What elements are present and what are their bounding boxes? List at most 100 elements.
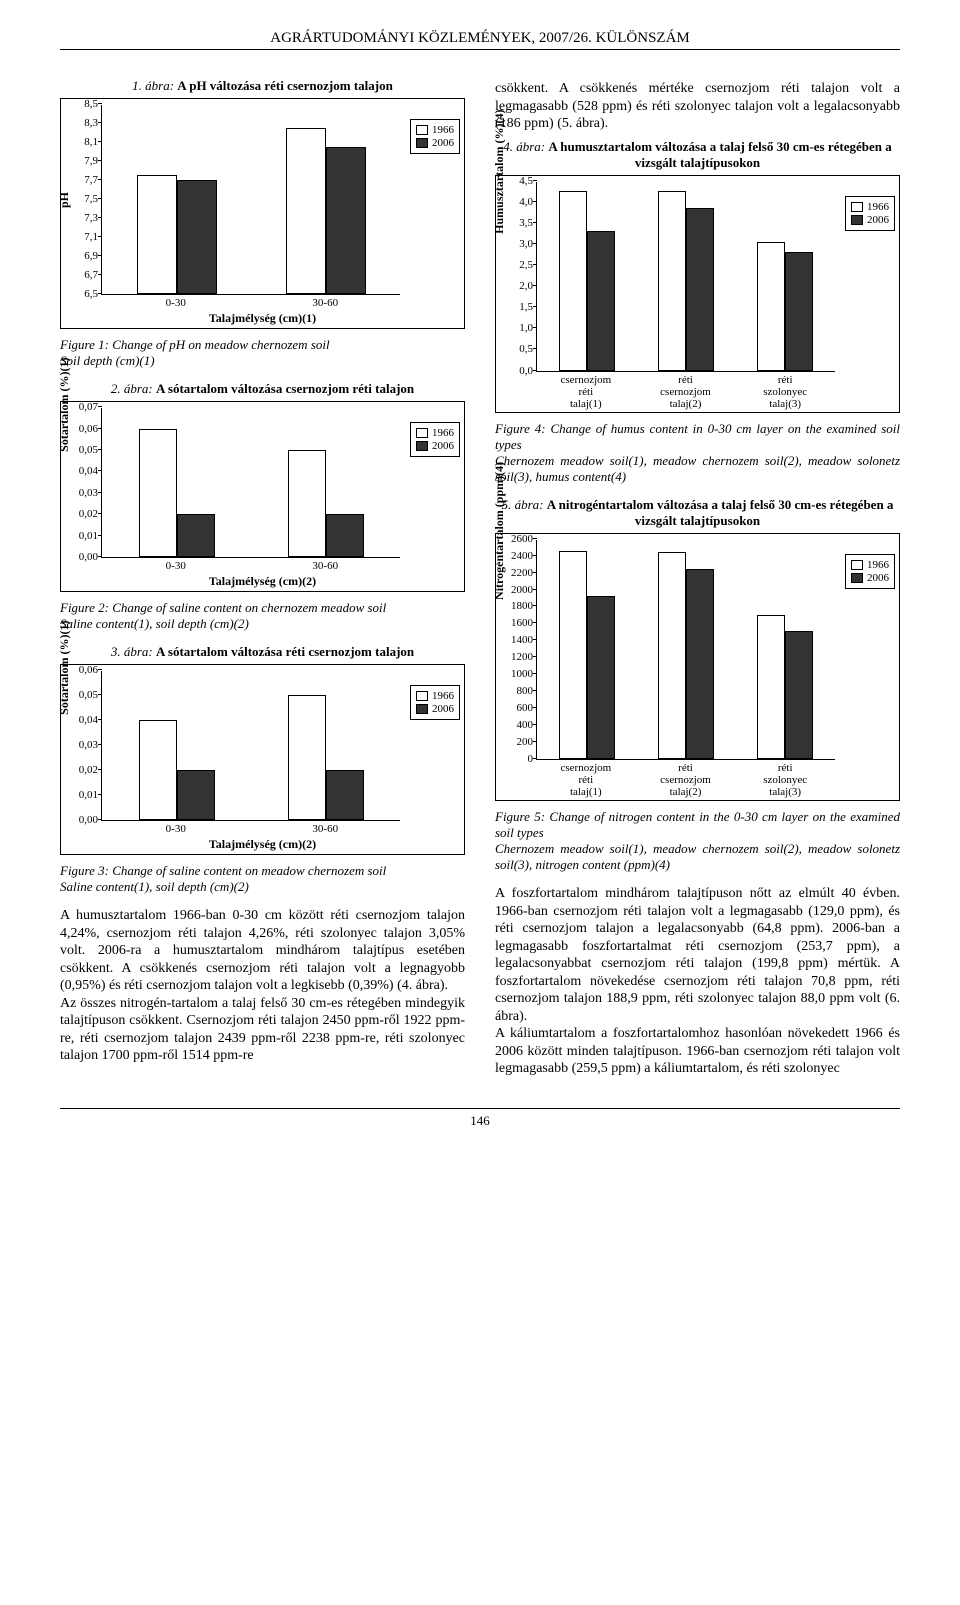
y-tick: 6,5 — [66, 288, 98, 300]
y-tick: 1800 — [501, 600, 533, 612]
y-tick: 1200 — [501, 651, 533, 663]
y-tick: 6,7 — [66, 269, 98, 281]
right-body-top: csökkent. A csökkenés mértéke csernozjom… — [495, 80, 900, 133]
bar-group — [139, 429, 215, 558]
bar-group — [658, 191, 714, 370]
y-tick: 6,9 — [66, 250, 98, 262]
chart5-title: 5. ábra: A nitrogéntartalom változása a … — [495, 497, 900, 529]
y-tick: 1,0 — [501, 322, 533, 334]
bar-2006 — [785, 631, 813, 759]
chart3-title: 3. ábra: A sótartalom változása réti cse… — [60, 644, 465, 660]
y-tick: 0,5 — [501, 343, 533, 355]
y-axis-label: Sótartalom (%)(1) — [57, 620, 72, 714]
y-tick: 0,03 — [66, 739, 98, 751]
x-category-label: csernozjomrétitalaj(1) — [536, 760, 636, 798]
chart2-caption: Figure 2: Change of saline content on ch… — [60, 600, 465, 632]
right-body-bottom: A foszfortartalom mindhárom talajtípuson… — [495, 885, 900, 1078]
chart4-title: 4. ábra: A humusztartalom változása a ta… — [495, 139, 900, 171]
x-axis-label: Talajmélység (cm)(1) — [65, 311, 460, 326]
bar-1966 — [288, 695, 326, 820]
bar-2006 — [177, 514, 215, 557]
legend-item-2006: 2006 — [851, 572, 889, 584]
legend-item-2006: 2006 — [416, 440, 454, 452]
legend-label: 1966 — [432, 427, 454, 439]
bar-1966 — [658, 191, 686, 370]
bar-2006 — [686, 208, 714, 371]
bar-2006 — [587, 596, 615, 759]
chart1-caption: Figure 1: Change of pH on meadow chernoz… — [60, 337, 465, 369]
y-tick: 2,5 — [501, 259, 533, 271]
bar-group — [559, 551, 615, 758]
bar-1966 — [559, 551, 587, 758]
legend-item-1966: 1966 — [851, 559, 889, 571]
legend-item-2006: 2006 — [416, 703, 454, 715]
x-category-label: 0-30 — [101, 295, 251, 309]
y-tick: 7,3 — [66, 212, 98, 224]
bar-group — [288, 450, 364, 557]
bar-group — [139, 720, 215, 820]
y-tick: 7,1 — [66, 231, 98, 243]
y-tick: 800 — [501, 685, 533, 697]
x-axis-label: Talajmélység (cm)(2) — [65, 574, 460, 589]
y-tick: 0,00 — [66, 551, 98, 563]
bar-group — [286, 128, 366, 294]
bar-group — [757, 242, 813, 371]
y-tick: 8,5 — [66, 98, 98, 110]
legend-label: 1966 — [432, 690, 454, 702]
chart5-caption: Figure 5: Change of nitrogen content in … — [495, 809, 900, 873]
bar-1966 — [757, 242, 785, 371]
x-category-label: 30-60 — [251, 821, 401, 835]
y-tick: 0,02 — [66, 764, 98, 776]
chart-legend: 1966 2006 — [410, 422, 460, 457]
chart4-caption: Figure 4: Change of humus content in 0-3… — [495, 421, 900, 485]
y-tick: 200 — [501, 736, 533, 748]
bar-2006 — [177, 180, 217, 294]
y-tick: 0 — [501, 753, 533, 765]
chart3-caption: Figure 3: Change of saline content on me… — [60, 863, 465, 895]
bar-1966 — [658, 552, 686, 758]
y-tick: 1000 — [501, 668, 533, 680]
legend-item-2006: 2006 — [416, 137, 454, 149]
y-axis-label: Humusztartalom (%)(4) — [492, 109, 507, 233]
y-tick: 7,7 — [66, 174, 98, 186]
y-tick: 0,01 — [66, 530, 98, 542]
legend-item-1966: 1966 — [416, 427, 454, 439]
bar-1966 — [559, 191, 587, 371]
bar-1966 — [288, 450, 326, 557]
left-column: 1. ábra: A pH változása réti csernozjom … — [60, 74, 465, 1084]
legend-label: 2006 — [432, 703, 454, 715]
bar-2006 — [785, 252, 813, 370]
legend-item-1966: 1966 — [416, 690, 454, 702]
x-category-label: 0-30 — [101, 821, 251, 835]
y-tick: 0,04 — [66, 465, 98, 477]
legend-label: 2006 — [867, 572, 889, 584]
bar-2006 — [326, 514, 364, 557]
y-tick: 1400 — [501, 634, 533, 646]
x-category-label: 30-60 — [251, 295, 401, 309]
y-tick: 400 — [501, 719, 533, 731]
bar-group — [658, 552, 714, 758]
bar-2006 — [686, 569, 714, 758]
page-header: AGRÁRTUDOMÁNYI KÖZLEMÉNYEK, 2007/26. KÜL… — [60, 30, 900, 50]
x-category-label: rétiszolonyectalaj(3) — [735, 760, 835, 798]
y-tick: 0,02 — [66, 508, 98, 520]
y-tick: 2,0 — [501, 280, 533, 292]
chart2-title: 2. ábra: A sótartalom változása csernozj… — [60, 381, 465, 397]
y-tick: 1600 — [501, 617, 533, 629]
y-axis-label: Nitrogéntartalom (ppm)(4) — [492, 462, 507, 600]
chart-legend: 1966 2006 — [410, 685, 460, 720]
y-tick: 8,1 — [66, 136, 98, 148]
legend-label: 1966 — [867, 201, 889, 213]
page-number: 146 — [60, 1108, 900, 1129]
chart-legend: 1966 2006 — [410, 119, 460, 154]
chart1-title: 1. ábra: A pH változása réti csernozjom … — [60, 78, 465, 94]
legend-item-2006: 2006 — [851, 214, 889, 226]
bar-1966 — [286, 128, 326, 294]
legend-item-1966: 1966 — [851, 201, 889, 213]
bar-group — [757, 615, 813, 759]
y-axis-label: Sótartalom (%)(1) — [57, 357, 72, 451]
bar-2006 — [326, 147, 366, 294]
legend-item-1966: 1966 — [416, 124, 454, 136]
y-tick: 7,9 — [66, 155, 98, 167]
x-category-label: csernozjomrétitalaj(1) — [536, 372, 636, 410]
